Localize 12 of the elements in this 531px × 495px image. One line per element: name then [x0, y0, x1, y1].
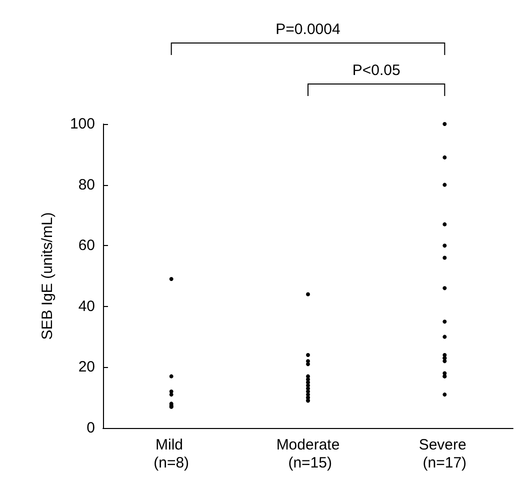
x-tick-label: Moderate (n=15)	[276, 436, 340, 472]
y-tick-label: 40	[78, 298, 95, 315]
y-tick-label: 20	[78, 358, 95, 376]
text: P=0.0004	[276, 21, 340, 38]
text: P<0.05	[352, 62, 400, 79]
y-tick-label: 0	[86, 420, 95, 436]
x-tick-label: Mild (n=8)	[154, 436, 190, 472]
y-tick-label: 80	[78, 176, 95, 194]
x-tick-label: Severe (n=17)	[418, 436, 471, 472]
y-axis-title: SEB IgE (units/mL)	[39, 212, 56, 340]
y-tick-label: 60	[78, 237, 95, 254]
y-tick-label: 100	[70, 116, 95, 132]
